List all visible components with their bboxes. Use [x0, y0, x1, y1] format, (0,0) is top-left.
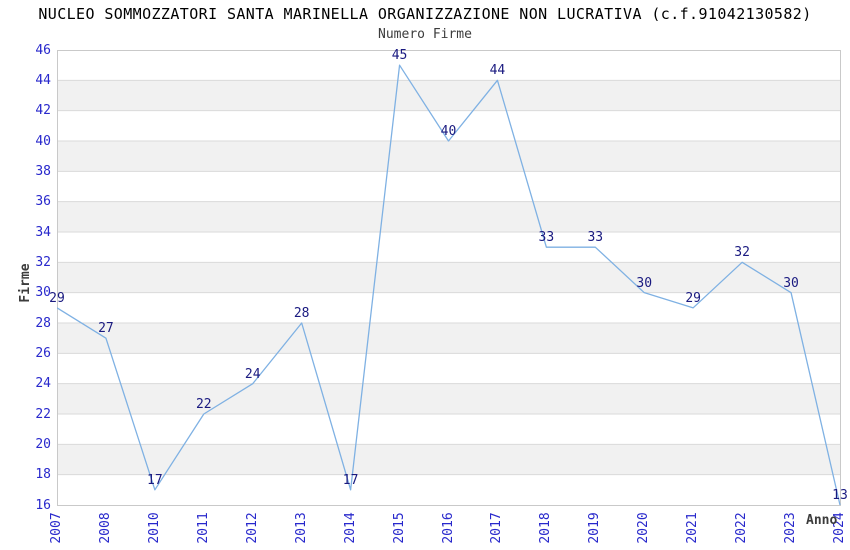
x-tick-label: 2022	[734, 512, 750, 544]
data-point-label: 30	[636, 275, 653, 291]
plot-band	[57, 444, 840, 475]
plot-band	[57, 171, 840, 202]
plot-band	[57, 262, 840, 293]
plot-band	[57, 110, 840, 141]
x-tick-label: 2023	[783, 512, 799, 544]
data-point-label: 24	[244, 366, 261, 382]
plot-band	[57, 292, 840, 323]
x-tick-label: 2018	[538, 512, 554, 544]
data-point-label: 33	[587, 230, 604, 246]
data-point-label: 29	[49, 290, 65, 306]
y-tick-label: 22	[35, 406, 51, 422]
plot-band	[57, 383, 840, 414]
x-axis-title: Anno	[806, 513, 838, 528]
plot-band	[57, 474, 840, 505]
data-point-label: 28	[293, 306, 310, 321]
y-tick-label: 20	[35, 436, 51, 452]
x-tick-label: 2011	[195, 512, 211, 544]
y-tick-label: 26	[35, 345, 51, 361]
data-point-label: 22	[195, 397, 212, 412]
series-line	[57, 64, 841, 506]
chart-subtitle: Numero Firme	[378, 27, 472, 42]
plot-band	[57, 232, 840, 263]
x-tick-label: 2019	[587, 512, 603, 544]
x-tick-label: 2008	[97, 512, 113, 544]
x-tick-label: 2020	[636, 512, 652, 544]
y-tick-label: 36	[35, 194, 51, 210]
y-tick-label: 30	[35, 285, 51, 301]
plot-band	[57, 141, 840, 172]
plot-area	[57, 50, 841, 506]
data-point-label: 30	[783, 275, 799, 291]
y-tick-label: 18	[35, 467, 51, 483]
plot-band	[57, 50, 840, 81]
y-tick-label: 28	[35, 315, 51, 331]
plot-band	[57, 80, 840, 111]
x-tick-label: 2010	[146, 512, 162, 544]
y-tick-label: 42	[35, 103, 51, 119]
plot-band	[57, 201, 840, 232]
data-point-label: 40	[440, 124, 457, 139]
data-point-label: 27	[98, 321, 114, 337]
y-axis-title: Firme	[18, 263, 33, 303]
x-tick-label: 2016	[440, 512, 456, 544]
y-tick-label: 40	[35, 133, 51, 149]
data-point-label: 13	[832, 488, 848, 503]
data-point-label: 45	[391, 48, 408, 64]
y-tick-label: 34	[35, 224, 51, 240]
y-tick-label: 32	[35, 254, 51, 270]
data-point-label: 17	[147, 472, 163, 488]
data-point-label: 44	[489, 63, 506, 79]
x-tick-label: 2007	[49, 512, 64, 544]
plot-band	[57, 414, 840, 445]
x-tick-label: 2015	[391, 512, 407, 544]
x-tick-label: 2017	[489, 512, 505, 544]
plot-band	[57, 323, 840, 354]
y-tick-label: 38	[35, 163, 51, 179]
y-tick-label: 44	[35, 72, 51, 88]
y-tick-label: 24	[35, 376, 51, 392]
data-point-label: 33	[538, 230, 555, 246]
x-tick-label: 2014	[342, 512, 358, 544]
plot-band	[57, 353, 840, 384]
x-tick-label: 2021	[685, 512, 701, 544]
x-tick-label: 2012	[244, 512, 260, 544]
data-point-label: 17	[342, 472, 359, 488]
x-tick-label: 2013	[293, 512, 309, 544]
chart-title: NUCLEO SOMMOZZATORI SANTA MARINELLA ORGA…	[38, 5, 812, 23]
plot-border	[57, 50, 841, 506]
data-point-label: 29	[685, 290, 702, 306]
data-point-label: 32	[734, 245, 750, 261]
y-tick-label: 16	[35, 497, 51, 513]
y-tick-label: 46	[35, 42, 51, 58]
